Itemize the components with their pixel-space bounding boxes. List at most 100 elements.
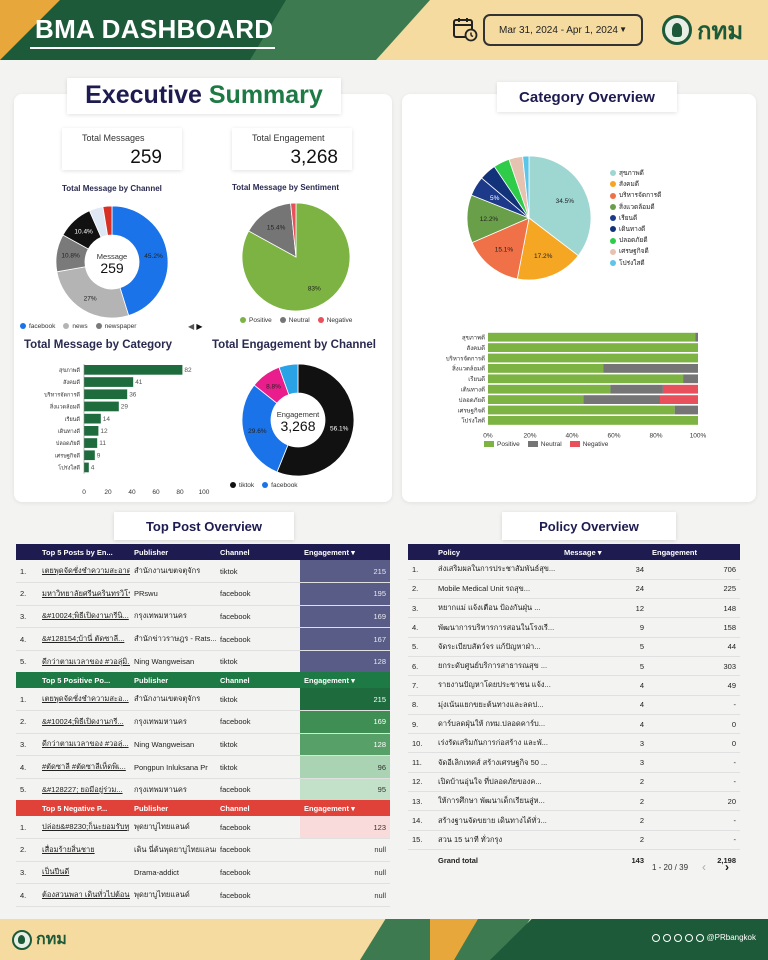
policy-row[interactable]: 10. เร่งรัดเสริมกันการก่อสร้าง และพั... 3 0 <box>408 733 740 754</box>
table-row[interactable]: 4. &#128154;บ้านี่ ตัดซาลี... สำนักข่าวราษ… <box>16 627 390 651</box>
stacked-bar-segment[interactable] <box>603 364 699 373</box>
post-link[interactable]: ปล่อย&#8230;ก็นะยอมรับทุ... <box>38 816 130 840</box>
table-row[interactable]: 1. ปล่อย&#8230;ก็นะยอมรับทุ... พุดยาบูไทยแ… <box>16 816 390 840</box>
post-link[interactable]: มหาวิทยาลัยศรีนครินทรวิโร... <box>38 582 130 606</box>
table-row[interactable]: 5. &#128227; ยอมีอยู่ร่วม... กรุงเทพมหานคร… <box>16 778 390 802</box>
policy-row[interactable]: 5. จัดระเบียบสัตว์จร แก้ปัญหาฝ่า... 5 44 <box>408 637 740 657</box>
post-link[interactable]: เสื่อมร้ายสิ่นชาย <box>38 838 130 862</box>
legend-pager[interactable]: ◀ ▶ <box>188 322 203 331</box>
table-row[interactable]: 1. เตยพุดจัดชั่งชำความสะอ... สำนักงานเขตจต… <box>16 688 390 712</box>
column-header[interactable]: Channel <box>220 675 250 685</box>
stacked-bar-segment[interactable] <box>610 384 663 394</box>
post-link[interactable]: ดีกว่าตามเวลาของ #วอลุ่มิ... <box>38 650 130 674</box>
stacked-bar-segment[interactable] <box>488 364 604 373</box>
x-icon[interactable] <box>673 933 682 942</box>
prev-page-icon[interactable]: ‹ <box>702 860 706 874</box>
stacked-bar-segment[interactable] <box>488 374 684 384</box>
column-header[interactable]: Publisher <box>134 803 169 813</box>
stacked-bar-segment[interactable] <box>662 384 698 394</box>
stacked-bar-segment[interactable] <box>488 332 696 342</box>
calendar-icon[interactable] <box>452 16 478 42</box>
table-row[interactable]: 2. เสื่อมร้ายสิ่นชาย เดิน นี่ต้นพุดยาบูไทย… <box>16 838 390 862</box>
category-bar[interactable] <box>84 365 183 375</box>
engagement-slice[interactable] <box>241 384 289 473</box>
table-row[interactable]: 2. &#10024;พิธีเปิดงานกรี... กรุงเทพมหานคร… <box>16 710 390 734</box>
table-row[interactable]: 2. มหาวิทยาลัยศรีนครินทรวิโร... PRswu faceb… <box>16 582 390 606</box>
post-link[interactable]: เตยพุดจัดชั่งชำความสะอาด... <box>38 560 130 584</box>
column-header[interactable]: Top 5 Positive Po... <box>42 675 111 685</box>
category-bar[interactable] <box>84 401 119 412</box>
post-link[interactable]: &#10024;พิธีเปิดงานกรี... <box>38 710 130 734</box>
policy-row[interactable]: 12. เปิดบ้านอุ่นใจ ที่ปลอดภัยของค... 2- <box>408 772 740 793</box>
policy-row[interactable]: 15. สวน 15 นาที ทั่วกรุง 2- <box>408 830 740 850</box>
category-bar[interactable] <box>84 438 98 448</box>
stacked-bar-segment[interactable] <box>683 374 698 384</box>
post-link[interactable]: เตยพุดจัดชั่งชำความสะอ... <box>38 688 130 712</box>
policy-row[interactable]: 9. ดาร์บลดฝุ่นให้ กทม.ปลอดคาร์บ... 4 0 <box>408 714 740 735</box>
column-header[interactable]: Channel <box>220 803 250 813</box>
next-page-icon[interactable]: › <box>725 860 729 874</box>
post-link[interactable]: &#10024;พิธีเปิดงานกรีนิ... <box>38 605 130 629</box>
sentiment-slice[interactable] <box>290 202 297 258</box>
message-sort-header[interactable]: Message ▾ <box>564 547 602 557</box>
column-header[interactable]: Top 5 Posts by En... <box>42 547 113 557</box>
category-bar[interactable] <box>84 426 99 436</box>
post-link[interactable]: #ตัดซาลี #ตัดซาลีเห็ดพิเ... <box>38 755 130 779</box>
post-link[interactable]: ดีกว่าตามเวลาของ #วอลุ่... <box>38 733 130 757</box>
engagement-sort-header[interactable]: Engagement ▾ <box>304 803 355 813</box>
post-link[interactable]: &#128154;บ้านี่ ตัดซาลี... <box>38 627 130 651</box>
table-row[interactable]: 3. &#10024;พิธีเปิดงานกรีนิ... กรุงเทพมหาน… <box>16 605 390 629</box>
table-row[interactable]: 5. ดีกว่าตามเวลาของ #วอลุ่มิ... Ning Wangw… <box>16 650 390 674</box>
stacked-bar-segment[interactable] <box>488 353 698 363</box>
category-bar[interactable] <box>84 450 95 461</box>
column-header[interactable]: Channel <box>220 547 250 557</box>
stacked-bar-segment[interactable] <box>488 384 611 394</box>
table-row[interactable]: 4. ต้องสวนพลา เดินทั่วไปต้อน... พุดยาบูไทย… <box>16 883 390 907</box>
channel-slice[interactable] <box>102 205 113 236</box>
post-link[interactable]: &#128227; ยอมีอยู่ร่วม... <box>38 778 130 802</box>
policy-row[interactable]: 8. มุ่งเน้นแยกขยะต้นทางและลดป... 4- <box>408 695 740 715</box>
column-header[interactable]: Publisher <box>134 675 169 685</box>
engagement-slice[interactable] <box>278 363 299 396</box>
table-row[interactable]: 4. #ตัดซาลี #ตัดซาลีเห็ดพิเ... Pongpun Inl… <box>16 755 390 779</box>
category-slice[interactable] <box>522 155 530 219</box>
stacked-bar-segment[interactable] <box>488 343 698 352</box>
date-range-picker[interactable]: Mar 31, 2024 - Apr 1, 2024 ▼ <box>483 14 643 46</box>
engagement-sort-header[interactable]: Engagement ▾ <box>304 547 355 557</box>
stacked-bar-segment[interactable] <box>488 416 698 425</box>
stacked-bar-segment[interactable] <box>583 395 660 404</box>
column-header[interactable]: Engagement <box>652 547 698 557</box>
table-row[interactable]: 1. เตยพุดจัดชั่งชำความสะอาด... สำนักงานเขต… <box>16 560 390 584</box>
category-bar[interactable] <box>84 413 101 424</box>
stacked-bar-segment[interactable] <box>674 405 698 415</box>
policy-row[interactable]: 11. จัดอีเลิกเทคส์ สร้างเศรษฐกิจ 50 ... 3- <box>408 752 740 773</box>
channel-slice[interactable] <box>56 266 130 319</box>
policy-row[interactable]: 13. ให้การศึกษา พัฒนาเด็กเรียนสู่ห... 2 20 <box>408 791 740 812</box>
policy-row[interactable]: 6. ยกระดับศูนย์บริการสาธารณสุข ... 5 303 <box>408 656 740 677</box>
policy-row[interactable]: 3. หยากแม่ แจ้งเตือน ป้องกันฝุ่น ... 12 148 <box>408 598 740 619</box>
category-bar[interactable] <box>84 462 89 473</box>
policy-row[interactable]: 7. รายงานปัญหาโดยประชาชน แจ้ง... 4 49 <box>408 675 740 696</box>
policy-row[interactable]: 4. พัฒนาการบริหารการสอนในโรงเรี... 9 158 <box>408 617 740 638</box>
engagement-slice[interactable] <box>276 363 355 477</box>
stacked-bar-segment[interactable] <box>488 405 675 415</box>
column-header[interactable]: Publisher <box>134 547 169 557</box>
category-bar[interactable] <box>84 389 128 400</box>
channel-slice[interactable] <box>111 205 169 316</box>
category-bar[interactable] <box>84 377 134 387</box>
policy-row[interactable]: 14. สร้างฐานจัดขยาย เดินทางได้ทั่ว... 2- <box>408 810 740 831</box>
instagram-icon[interactable] <box>695 933 704 942</box>
stacked-bar-segment[interactable] <box>488 395 584 404</box>
column-header[interactable]: Policy <box>438 547 461 557</box>
policy-row[interactable]: 2. Mobile Medical Unit รถสุข... 24 225 <box>408 579 740 600</box>
line-icon[interactable] <box>651 933 660 942</box>
category-slice[interactable] <box>516 217 579 281</box>
category-slice[interactable] <box>471 217 530 280</box>
post-link[interactable]: ต้องสวนพลา เดินทั่วไปต้อน... <box>38 883 130 907</box>
youtube-icon[interactable] <box>684 933 693 942</box>
category-slice[interactable] <box>528 155 592 257</box>
stacked-bar-segment[interactable] <box>695 332 698 342</box>
column-header[interactable]: Top 5 Negative P... <box>42 803 108 813</box>
engagement-sort-header[interactable]: Engagement ▾ <box>304 675 355 685</box>
table-row[interactable]: 3. เป็นปีนดี Drama-addict facebook null <box>16 861 390 885</box>
